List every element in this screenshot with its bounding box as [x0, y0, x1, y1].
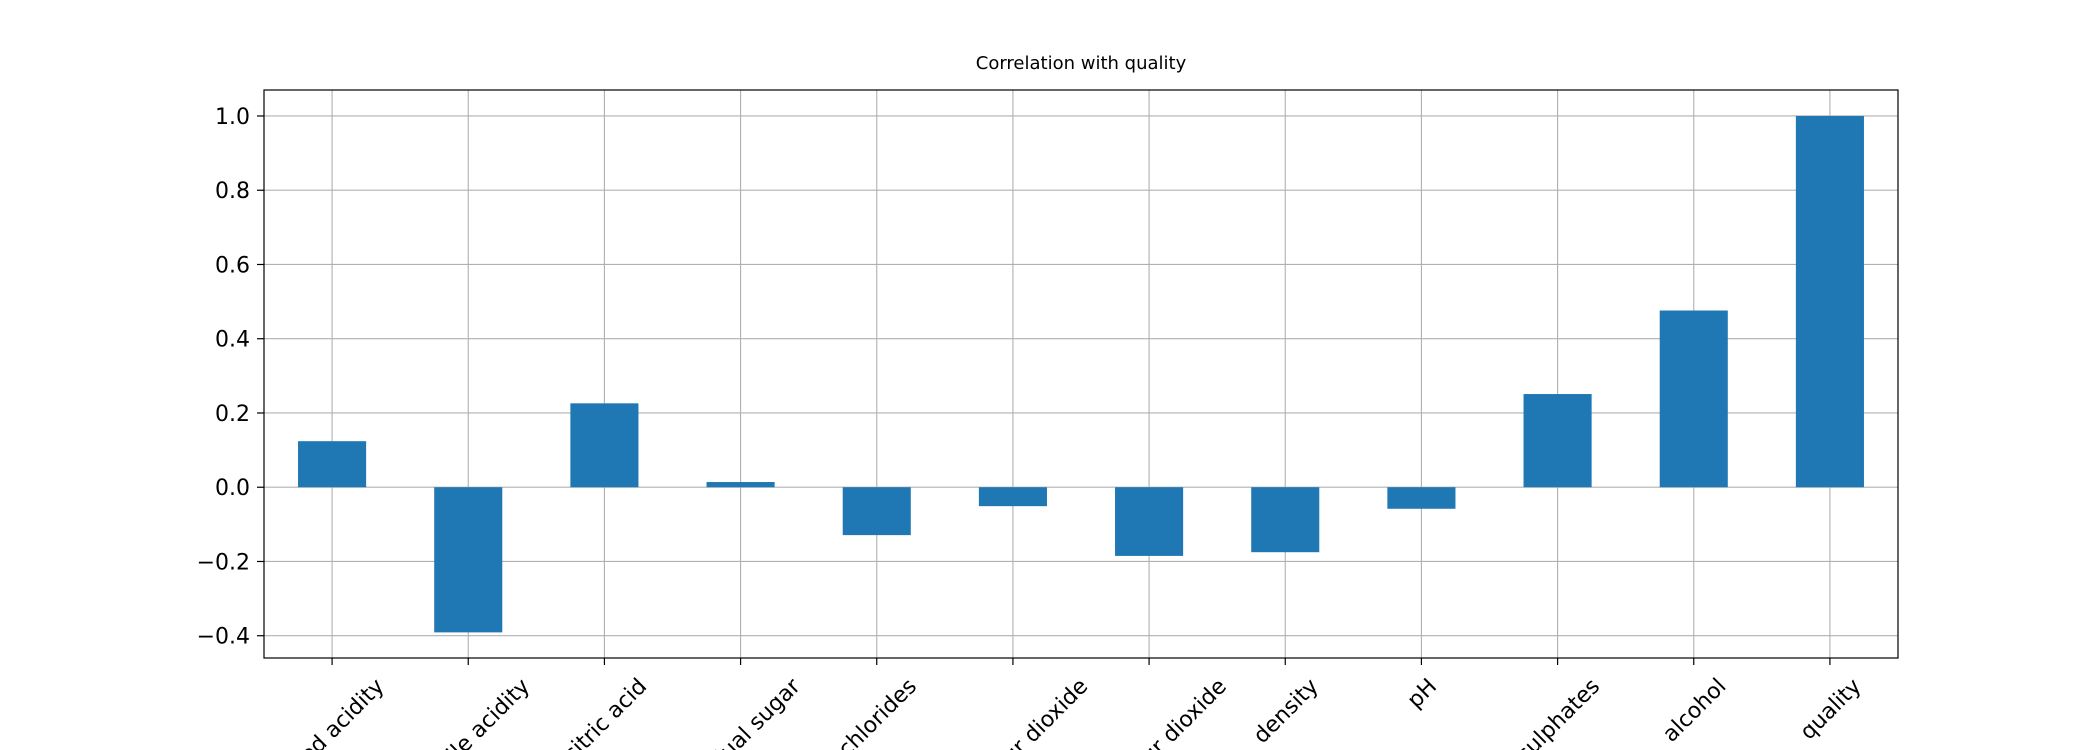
x-tick-label: alcohol — [1658, 674, 1731, 747]
x-tick-label: quality — [1796, 674, 1867, 745]
x-tick-label: total sulfur dioxide — [1068, 674, 1231, 750]
y-tick-label: 0.0 — [215, 476, 250, 501]
x-tick-label: density — [1249, 674, 1324, 749]
y-tick-label: 0.4 — [215, 328, 250, 353]
chart-title: Correlation with quality — [976, 53, 1187, 74]
x-tick-label: residual sugar — [678, 673, 807, 750]
bar — [1523, 394, 1592, 488]
x-tick-label: pH — [1403, 674, 1442, 713]
bar — [1251, 487, 1320, 553]
x-tick-label: free sulfur dioxide — [935, 674, 1093, 750]
x-tick-label: citric acid — [559, 674, 652, 750]
y-tick-label: 0.8 — [215, 179, 250, 204]
bar — [434, 487, 503, 633]
bar — [706, 482, 775, 488]
bars — [298, 115, 1864, 633]
y-tick-label: 0.2 — [215, 402, 250, 427]
bar — [1387, 487, 1456, 509]
x-tick-label: sulphates — [1512, 674, 1605, 750]
bar — [1659, 310, 1728, 488]
x-tick-label: fixed acidity — [277, 674, 390, 750]
x-tick-label: volatile acidity — [404, 674, 535, 750]
y-tick-label: 0.6 — [215, 253, 250, 278]
bar — [570, 403, 639, 488]
y-tick-label: −0.4 — [197, 625, 250, 650]
y-tick-label: 1.0 — [215, 105, 250, 130]
y-tick-label: −0.2 — [197, 550, 250, 575]
bar — [842, 487, 911, 536]
bar — [978, 487, 1047, 507]
bar — [298, 441, 367, 488]
bar — [1115, 487, 1184, 556]
x-tick-label: chlorides — [834, 674, 922, 750]
plot-frame — [263, 89, 1899, 659]
bar — [1795, 115, 1864, 488]
grid — [264, 90, 1898, 658]
